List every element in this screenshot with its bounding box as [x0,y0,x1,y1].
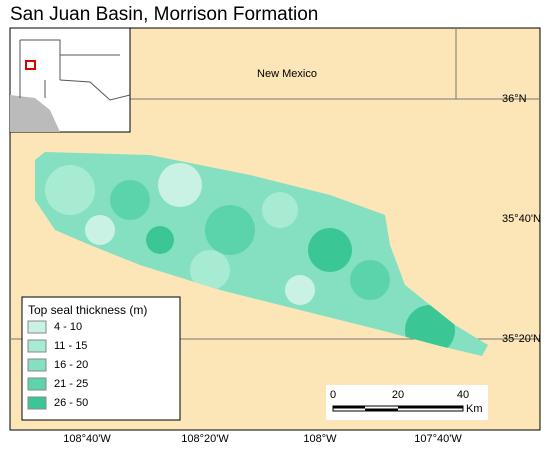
scale-unit: Km [466,403,483,415]
legend-title: Top seal thickness (m) [28,303,147,317]
scale-bar [326,385,488,420]
longitude-label: 107°40'W [414,433,462,445]
longitude-label: 108°W [303,433,337,445]
legend-label: 21 - 25 [54,378,88,390]
inset-map [9,27,131,133]
legend-label: 11 - 15 [54,340,87,352]
scale-label: 40 [457,389,469,401]
legend-swatch [27,396,47,410]
legend-swatch [27,358,47,372]
legend-label: 16 - 20 [54,359,88,371]
title: San Juan Basin, Morrison Formation [10,4,318,25]
legend-swatch [27,339,47,353]
state-label: New Mexico [257,68,317,80]
longitude-label: 108°20'W [181,433,229,445]
longitude-label: 108°40'W [63,433,111,445]
legend-label: 4 - 10 [54,321,82,333]
scale-label: 20 [392,389,404,401]
scale-label: 0 [330,389,336,401]
legend-swatch [27,377,47,391]
legend: Top seal thickness (m) 4 - 10 11 - 15 16 -… [21,296,181,421]
latitude-label: 36°N [502,93,527,105]
legend-label: 26 - 50 [54,397,88,409]
legend-swatch [27,320,47,334]
latitude-label: 35°40'N [502,213,541,225]
latitude-label: 35°20'N [502,333,541,345]
